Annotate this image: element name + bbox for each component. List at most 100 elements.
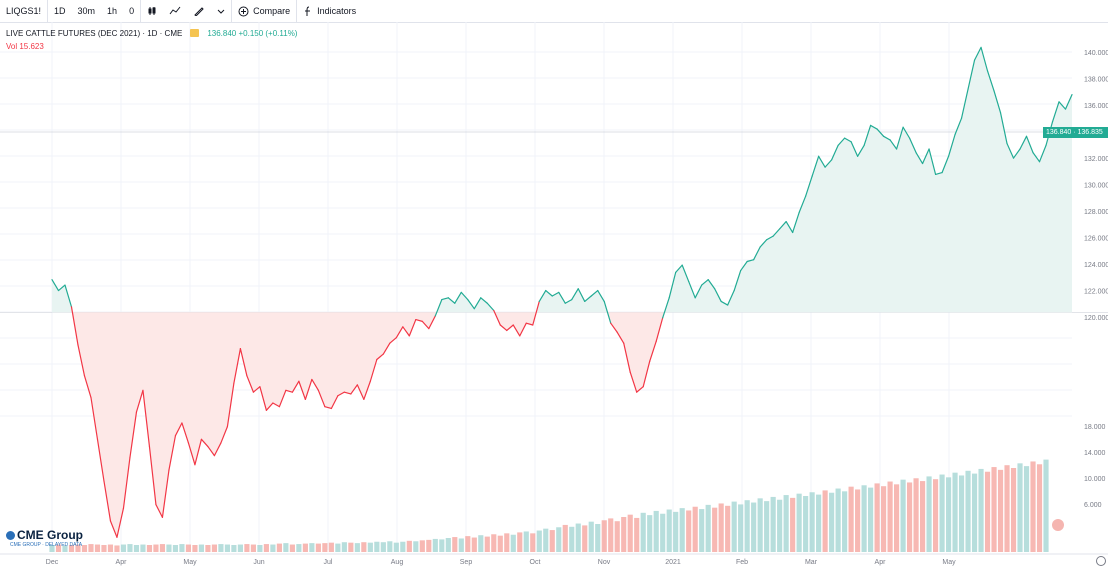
- volume-bar: [906, 482, 913, 552]
- volume-bar: [49, 545, 55, 552]
- volume-bar: [822, 490, 828, 552]
- timeframe-1[interactable]: 1D: [48, 0, 72, 22]
- volume-bar: [757, 498, 763, 552]
- area-fill-down: [72, 312, 665, 538]
- volume-bar: [764, 501, 770, 552]
- price-line-segment: [921, 148, 930, 165]
- volume-bar: [257, 545, 263, 552]
- volume-bar: [439, 539, 445, 552]
- area-style-button[interactable]: [163, 0, 187, 22]
- volume-bar: [640, 512, 646, 552]
- price-line-segment: [766, 235, 774, 241]
- timeframe-label: 0: [129, 6, 135, 16]
- price-line-segment: [116, 507, 125, 538]
- bar-style-button[interactable]: [141, 0, 163, 22]
- price-line-segment: [999, 112, 1008, 145]
- volume-bar: [127, 544, 133, 552]
- price-line-segment: [376, 353, 384, 361]
- price-chart[interactable]: 140.000138.000136.000134.000132.000130.0…: [0, 22, 1108, 568]
- volume-bar: [452, 537, 458, 552]
- volume-axis-label: 14.000: [1084, 450, 1106, 457]
- price-line-segment: [688, 280, 696, 299]
- volume-bar: [374, 541, 380, 552]
- volume-bar: [945, 477, 952, 552]
- price-line-segment: [96, 438, 105, 482]
- timeframe-2[interactable]: 30m: [72, 0, 102, 22]
- volume-bar: [354, 543, 360, 552]
- volume-bar: [919, 481, 926, 552]
- volume-bar: [653, 510, 659, 552]
- volume-bar: [120, 544, 127, 552]
- price-line-segment: [882, 135, 891, 141]
- price-line-segment: [584, 295, 592, 303]
- price-line-segment: [122, 456, 131, 509]
- volume-bar: [68, 545, 75, 552]
- settings-icon[interactable]: [1096, 556, 1106, 566]
- price-line-segment: [285, 389, 293, 393]
- style-dropdown[interactable]: [211, 0, 233, 22]
- price-line-segment: [980, 46, 989, 72]
- price-line-segment: [941, 155, 950, 174]
- candles-icon: [148, 7, 156, 15]
- price-line-segment: [148, 445, 157, 506]
- volume-bar: [478, 535, 484, 552]
- plus-circle-icon: [238, 6, 249, 16]
- cme-logo: CME Group CME GROUP · DELAYED DATA: [6, 528, 83, 548]
- price-line-segment: [792, 211, 800, 234]
- compare-button[interactable]: Compare: [232, 0, 298, 22]
- volume-bar: [328, 542, 334, 552]
- volume-bar: [244, 544, 250, 552]
- replay-icon[interactable]: [1052, 519, 1064, 531]
- volume-bar: [322, 543, 328, 552]
- volume-bar: [224, 544, 230, 552]
- volume-bar: [562, 524, 568, 552]
- fx-icon: [305, 6, 311, 16]
- volume-bar: [1023, 466, 1030, 552]
- price-line-segment: [135, 389, 144, 413]
- volume-bar: [984, 471, 991, 552]
- price-line-segment: [1019, 135, 1028, 150]
- volume-bar: [595, 524, 601, 552]
- price-line-segment: [947, 133, 956, 157]
- volume-bar: [465, 536, 471, 552]
- price-line-segment: [831, 144, 839, 161]
- price-line-segment: [356, 384, 365, 401]
- price-line-segment: [51, 279, 60, 292]
- price-line-segment: [278, 389, 287, 408]
- volume-bar: [692, 506, 698, 552]
- volume-bar: [868, 487, 874, 552]
- price-line-segment: [642, 360, 651, 388]
- price-line-segment: [551, 291, 560, 297]
- volume-bar: [361, 542, 367, 552]
- price-line-segment: [954, 117, 963, 136]
- indicators-button[interactable]: Indicators: [297, 0, 362, 22]
- volume-bar: [367, 542, 373, 552]
- price-line-segment: [1032, 152, 1041, 163]
- timeframe-3[interactable]: 1h: [101, 0, 123, 22]
- volume-bar: [718, 503, 724, 552]
- volume-bar: [75, 544, 81, 552]
- symbol-search[interactable]: LIQGS1!: [0, 0, 49, 22]
- price-line-segment: [902, 126, 911, 139]
- volume-bar: [738, 504, 744, 552]
- volume-bar: [666, 509, 672, 552]
- price-line-segment: [915, 152, 924, 165]
- price-line-segment: [610, 322, 618, 333]
- price-line-segment: [662, 297, 670, 319]
- price-line-segment: [421, 320, 430, 330]
- price-line-segment: [811, 155, 820, 177]
- timeframe-4[interactable]: 0: [123, 0, 142, 22]
- price-line-segment: [577, 288, 586, 303]
- volume-bar: [94, 544, 101, 552]
- price-line-segment: [272, 402, 280, 408]
- line-tool-button[interactable]: [187, 0, 211, 22]
- price-line-segment: [259, 386, 267, 411]
- price-line-segment: [629, 371, 638, 393]
- volume-bar: [153, 544, 159, 552]
- price-line-segment: [239, 347, 248, 377]
- volume-bar: [816, 494, 822, 552]
- price-line-segment: [317, 389, 326, 408]
- price-line-segment: [798, 195, 807, 214]
- volume-bar: [926, 476, 932, 552]
- price-line-segment: [772, 228, 781, 237]
